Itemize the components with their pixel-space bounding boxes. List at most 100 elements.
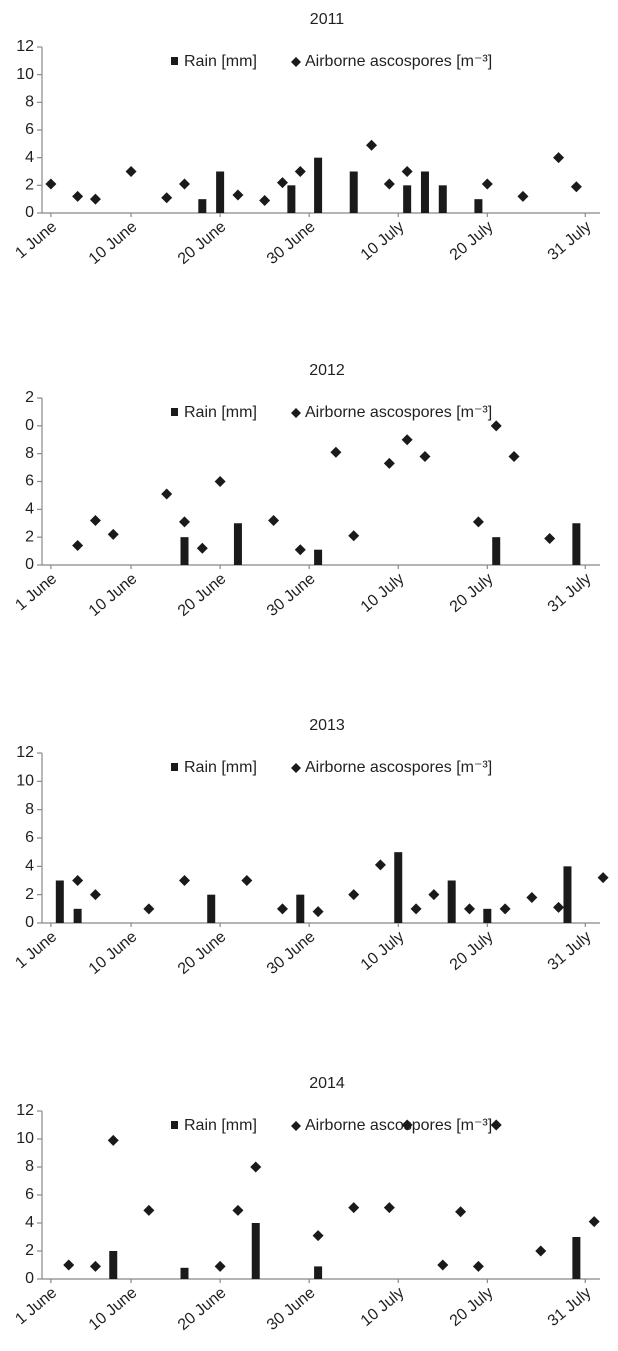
legend-swatch: [291, 57, 301, 67]
bar: [180, 1267, 189, 1279]
y-tick-label: 6: [25, 473, 34, 490]
bar: [314, 157, 323, 213]
point: [63, 1259, 75, 1271]
legend-swatch: [291, 1121, 301, 1131]
x-tick-label: 10 July: [358, 928, 408, 974]
y-tick-label: 4: [25, 858, 34, 875]
point: [89, 889, 101, 901]
point: [161, 192, 173, 204]
point: [89, 1260, 101, 1272]
bar: [180, 537, 189, 565]
x-tick-label: 20 July: [447, 928, 497, 974]
point: [472, 516, 484, 528]
point: [499, 903, 511, 915]
point: [517, 190, 529, 202]
x-tick-label: 1 June: [12, 1284, 60, 1328]
x-tick-label: 31 July: [545, 928, 595, 974]
point: [312, 1230, 324, 1242]
y-tick-label: 10: [16, 66, 34, 83]
point: [72, 540, 84, 552]
point: [330, 446, 342, 458]
bar: [403, 185, 412, 213]
bar: [287, 185, 296, 213]
x-tick-label: 20 July: [447, 1284, 497, 1330]
legend-label: Rain [mm]: [184, 404, 257, 421]
point: [294, 166, 306, 177]
bar: [572, 1237, 581, 1279]
y-tick-label: 10: [16, 773, 34, 790]
chart-panel: 2013 0 2 4 6 8 10 12 1 June 10 June 20 June 30 June…: [12, 717, 609, 978]
y-tick-label: 0: [25, 204, 34, 221]
point: [553, 901, 565, 913]
bar: [447, 880, 456, 923]
x-tick-label: 30 June: [264, 570, 319, 620]
point: [143, 1204, 155, 1216]
y-tick-label: 12: [16, 1102, 34, 1119]
point: [214, 476, 226, 487]
x-tick-label: 20 June: [175, 218, 230, 268]
bar: [314, 549, 323, 565]
point: [348, 889, 360, 901]
point: [472, 1260, 484, 1272]
chart-panel: 2012 0 2 4 6 8 0 2 1 June 10 June 20 June 30 June 10…: [12, 362, 600, 620]
y-tick-label: 4: [25, 1214, 34, 1231]
legend-swatch: [291, 408, 301, 418]
legend-label: Airborne ascospores [m⁻³]: [305, 53, 492, 70]
x-tick-label: 30 June: [264, 1284, 319, 1334]
legend-label: Airborne ascospores [m⁻³]: [305, 759, 492, 776]
point: [294, 544, 306, 556]
point: [348, 1202, 360, 1214]
chart-title: 2013: [309, 717, 345, 734]
bar: [296, 894, 305, 923]
point: [45, 178, 57, 190]
point: [428, 889, 440, 901]
point: [383, 178, 395, 190]
point: [597, 872, 609, 884]
point: [232, 1204, 244, 1216]
point: [464, 903, 475, 915]
bar: [55, 880, 64, 923]
y-tick-label: 4: [25, 149, 34, 166]
y-tick-label: 2: [25, 389, 34, 406]
bar: [420, 171, 429, 213]
point: [526, 892, 538, 903]
x-tick-label: 1 June: [12, 928, 60, 972]
point: [535, 1245, 547, 1257]
bar: [198, 199, 207, 213]
y-tick-label: 0: [25, 1270, 34, 1287]
bar: [349, 171, 358, 213]
point: [490, 420, 502, 432]
y-tick-label: 8: [25, 1158, 34, 1175]
bar: [572, 523, 581, 565]
point: [588, 1216, 600, 1228]
point: [179, 178, 190, 190]
point: [490, 1119, 502, 1131]
x-tick-label: 30 June: [264, 928, 319, 978]
point: [410, 903, 422, 915]
x-tick-label: 20 June: [175, 570, 230, 620]
point: [179, 516, 190, 528]
x-tick-label: 10 June: [86, 570, 141, 620]
legend-label: Rain [mm]: [184, 53, 257, 70]
point: [259, 195, 271, 207]
x-tick-label: 31 July: [545, 1284, 595, 1330]
point: [401, 166, 413, 177]
y-tick-label: 8: [25, 445, 34, 462]
legend-label: Airborne ascospores [m⁻³]: [305, 1117, 492, 1134]
point: [401, 1119, 413, 1131]
x-tick-label: 10 July: [358, 570, 408, 616]
y-tick-label: 2: [25, 528, 34, 545]
point: [276, 903, 288, 915]
x-tick-label: 31 July: [545, 218, 595, 264]
point: [374, 859, 386, 871]
x-tick-label: 10 July: [358, 218, 408, 264]
point: [72, 190, 84, 202]
legend-swatch: [171, 763, 178, 771]
y-tick-label: 12: [16, 38, 34, 55]
x-tick-label: 20 July: [447, 218, 497, 264]
bar: [314, 1266, 323, 1279]
point: [268, 514, 280, 526]
point: [143, 903, 155, 915]
x-tick-label: 30 June: [264, 218, 319, 268]
y-tick-label: 8: [25, 94, 34, 111]
